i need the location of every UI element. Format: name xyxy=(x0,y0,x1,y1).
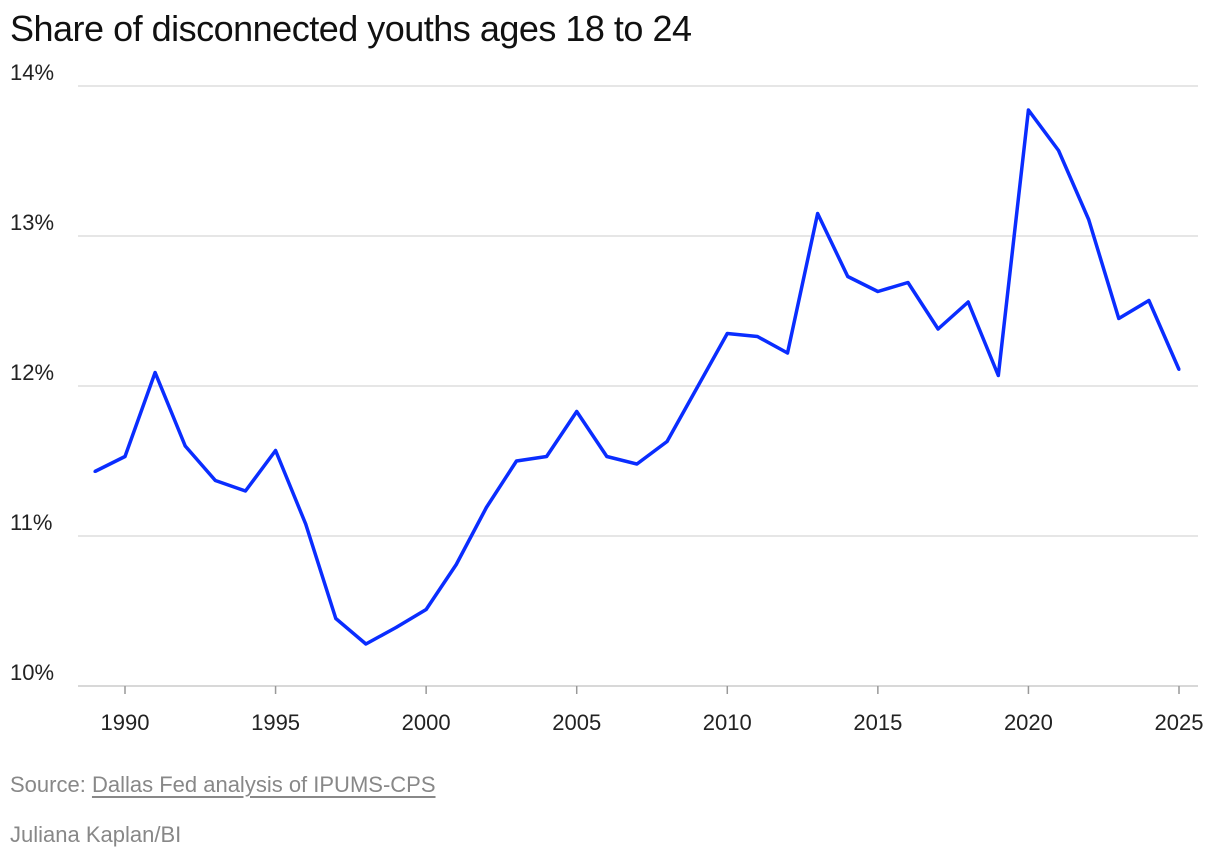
x-tick-label: 2010 xyxy=(703,710,752,735)
data-point xyxy=(394,626,398,629)
data-point xyxy=(936,327,940,331)
data-point xyxy=(1117,317,1121,320)
data-point xyxy=(695,386,699,389)
x-tick-label: 2015 xyxy=(853,710,902,735)
x-tick-label: 2005 xyxy=(552,710,601,735)
data-point xyxy=(786,351,790,355)
data-point xyxy=(725,332,729,335)
data-point xyxy=(906,281,910,284)
chart-title: Share of disconnected youths ages 18 to … xyxy=(10,8,692,49)
x-tick-label: 1995 xyxy=(251,710,300,735)
source-note: Source: Dallas Fed analysis of IPUMS-CPS xyxy=(10,772,436,798)
y-tick-label: 10% xyxy=(10,660,54,685)
data-point xyxy=(213,479,217,482)
data-point xyxy=(665,440,669,443)
data-point xyxy=(816,212,820,215)
data-point xyxy=(1177,368,1181,371)
source-label: Source: xyxy=(10,772,86,797)
data-point xyxy=(1087,218,1091,221)
line-chart: 10% 11% 12% 13% 14% 1990 1995 2000 2005 2010 2015 2… xyxy=(10,60,1204,735)
x-tick-label: 1990 xyxy=(101,710,150,735)
data-point xyxy=(334,617,338,620)
data-point xyxy=(1147,299,1151,302)
data-point xyxy=(846,275,850,278)
x-tick-label: 2020 xyxy=(1004,710,1053,735)
data-point xyxy=(183,444,187,448)
data-point xyxy=(454,563,458,566)
data-point xyxy=(1057,149,1061,152)
data-point xyxy=(575,410,579,413)
y-tick-label: 13% xyxy=(10,210,54,235)
data-point xyxy=(755,335,759,338)
data-point xyxy=(1026,108,1030,112)
data-point xyxy=(364,642,368,646)
data-point xyxy=(484,506,488,509)
data-point xyxy=(545,455,549,458)
y-tick-label: 14% xyxy=(10,60,54,85)
data-point xyxy=(876,290,880,293)
data-point xyxy=(605,455,609,458)
data-point xyxy=(304,522,308,526)
x-tick-label: 2025 xyxy=(1155,710,1204,735)
source-link[interactable]: Dallas Fed analysis of IPUMS-CPS xyxy=(91,772,436,797)
data-point xyxy=(635,462,639,466)
data-point xyxy=(153,371,157,374)
data-point xyxy=(966,300,970,304)
byline: Juliana Kaplan/BI xyxy=(10,822,182,847)
series-line xyxy=(94,108,1181,646)
y-tick-label: 11% xyxy=(10,510,52,535)
data-point xyxy=(93,470,97,473)
data-point xyxy=(123,455,127,458)
data-point xyxy=(243,489,247,493)
data-point xyxy=(514,459,518,463)
data-point xyxy=(274,449,278,452)
y-tick-label: 12% xyxy=(10,360,54,385)
data-point xyxy=(996,374,1000,377)
x-tick-label: 2000 xyxy=(402,710,451,735)
data-point xyxy=(424,608,428,611)
